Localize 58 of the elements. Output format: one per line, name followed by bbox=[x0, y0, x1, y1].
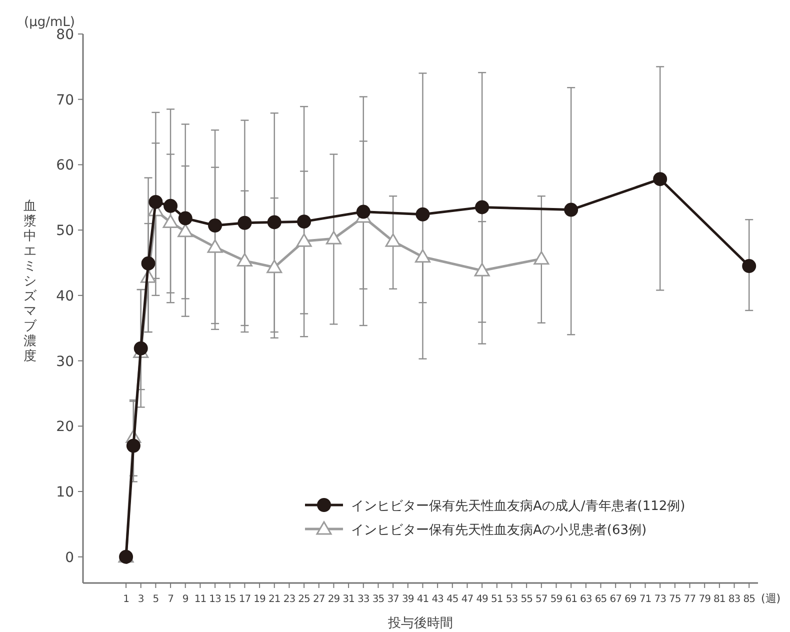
x-tick-label: 23 bbox=[283, 594, 296, 605]
legend-label: インヒビター保有先天性血友病Aの成人/青年患者(112例) bbox=[351, 499, 686, 514]
x-tick-label: 49 bbox=[476, 594, 488, 605]
x-tick-label: 27 bbox=[313, 594, 325, 605]
x-tick-label: 31 bbox=[342, 594, 355, 605]
y-tick-label: 40 bbox=[56, 288, 74, 304]
x-tick-label: 65 bbox=[594, 594, 607, 605]
x-tick-label: 47 bbox=[461, 594, 474, 605]
y-axis-title: 血漿中エミシズマブ濃度 bbox=[24, 199, 36, 364]
y-tick-label: 80 bbox=[56, 27, 74, 43]
x-tick-label: 73 bbox=[654, 594, 666, 605]
x-tick-label: 25 bbox=[298, 594, 310, 605]
x-tick-label: 67 bbox=[610, 594, 622, 605]
x-tick-label: 53 bbox=[506, 594, 518, 605]
x-tick-label: 83 bbox=[728, 594, 740, 605]
x-tick-label: 11 bbox=[194, 594, 206, 605]
x-tick-label: 29 bbox=[328, 594, 340, 605]
x-tick-label: 39 bbox=[402, 594, 414, 605]
x-tick-label: 77 bbox=[684, 594, 696, 605]
x-tick-label: 75 bbox=[669, 594, 681, 605]
x-tick-label: 57 bbox=[536, 594, 548, 605]
y-tick-label: 0 bbox=[65, 550, 74, 566]
x-tick-label: 55 bbox=[520, 594, 533, 605]
legend-label: インヒビター保有先天性血友病Aの小児患者(63例) bbox=[351, 523, 647, 538]
x-tick-label: 1 bbox=[123, 594, 130, 605]
x-axis-title: 投与後時間 bbox=[387, 616, 453, 631]
x-tick-label: 33 bbox=[358, 594, 370, 605]
y-tick-label: 20 bbox=[56, 419, 74, 436]
x-tick-label: 37 bbox=[387, 594, 400, 605]
x-tick-label: 45 bbox=[446, 594, 458, 605]
x-tick-label: 63 bbox=[580, 594, 592, 605]
x-tick-label: 21 bbox=[268, 594, 280, 605]
y-tick-label: 50 bbox=[56, 223, 74, 240]
y-tick-label: 30 bbox=[56, 354, 74, 370]
x-tick-label: 41 bbox=[416, 594, 429, 605]
x-tick-label: 13 bbox=[209, 594, 222, 605]
y-tick-label: 70 bbox=[56, 92, 74, 108]
x-tick-label: 61 bbox=[565, 594, 578, 605]
text: (週) bbox=[761, 592, 781, 605]
x-tick-label: 15 bbox=[224, 594, 236, 605]
x-tick-label: 59 bbox=[550, 594, 562, 605]
x-tick-label: 51 bbox=[491, 594, 503, 605]
y-tick-label: 10 bbox=[56, 484, 74, 500]
x-tick-label: 35 bbox=[372, 594, 384, 605]
y-tick-label: 60 bbox=[56, 158, 74, 174]
x-tick-label: 71 bbox=[639, 594, 652, 605]
x-tick-label: 17 bbox=[238, 594, 251, 605]
x-tick-label: 85 bbox=[743, 594, 756, 605]
x-tick-label: 19 bbox=[254, 594, 266, 605]
x-tick-label: 7 bbox=[168, 594, 174, 605]
x-tick-label: 43 bbox=[432, 594, 444, 605]
x-tick-label: 81 bbox=[714, 594, 726, 605]
x-tick-label: 69 bbox=[624, 594, 636, 605]
x-tick-label: 3 bbox=[138, 594, 144, 605]
text: (μg/mL) bbox=[24, 15, 75, 30]
x-tick-label: 5 bbox=[152, 594, 159, 605]
x-tick-label: 79 bbox=[698, 594, 711, 605]
x-tick-label: 9 bbox=[182, 594, 188, 605]
